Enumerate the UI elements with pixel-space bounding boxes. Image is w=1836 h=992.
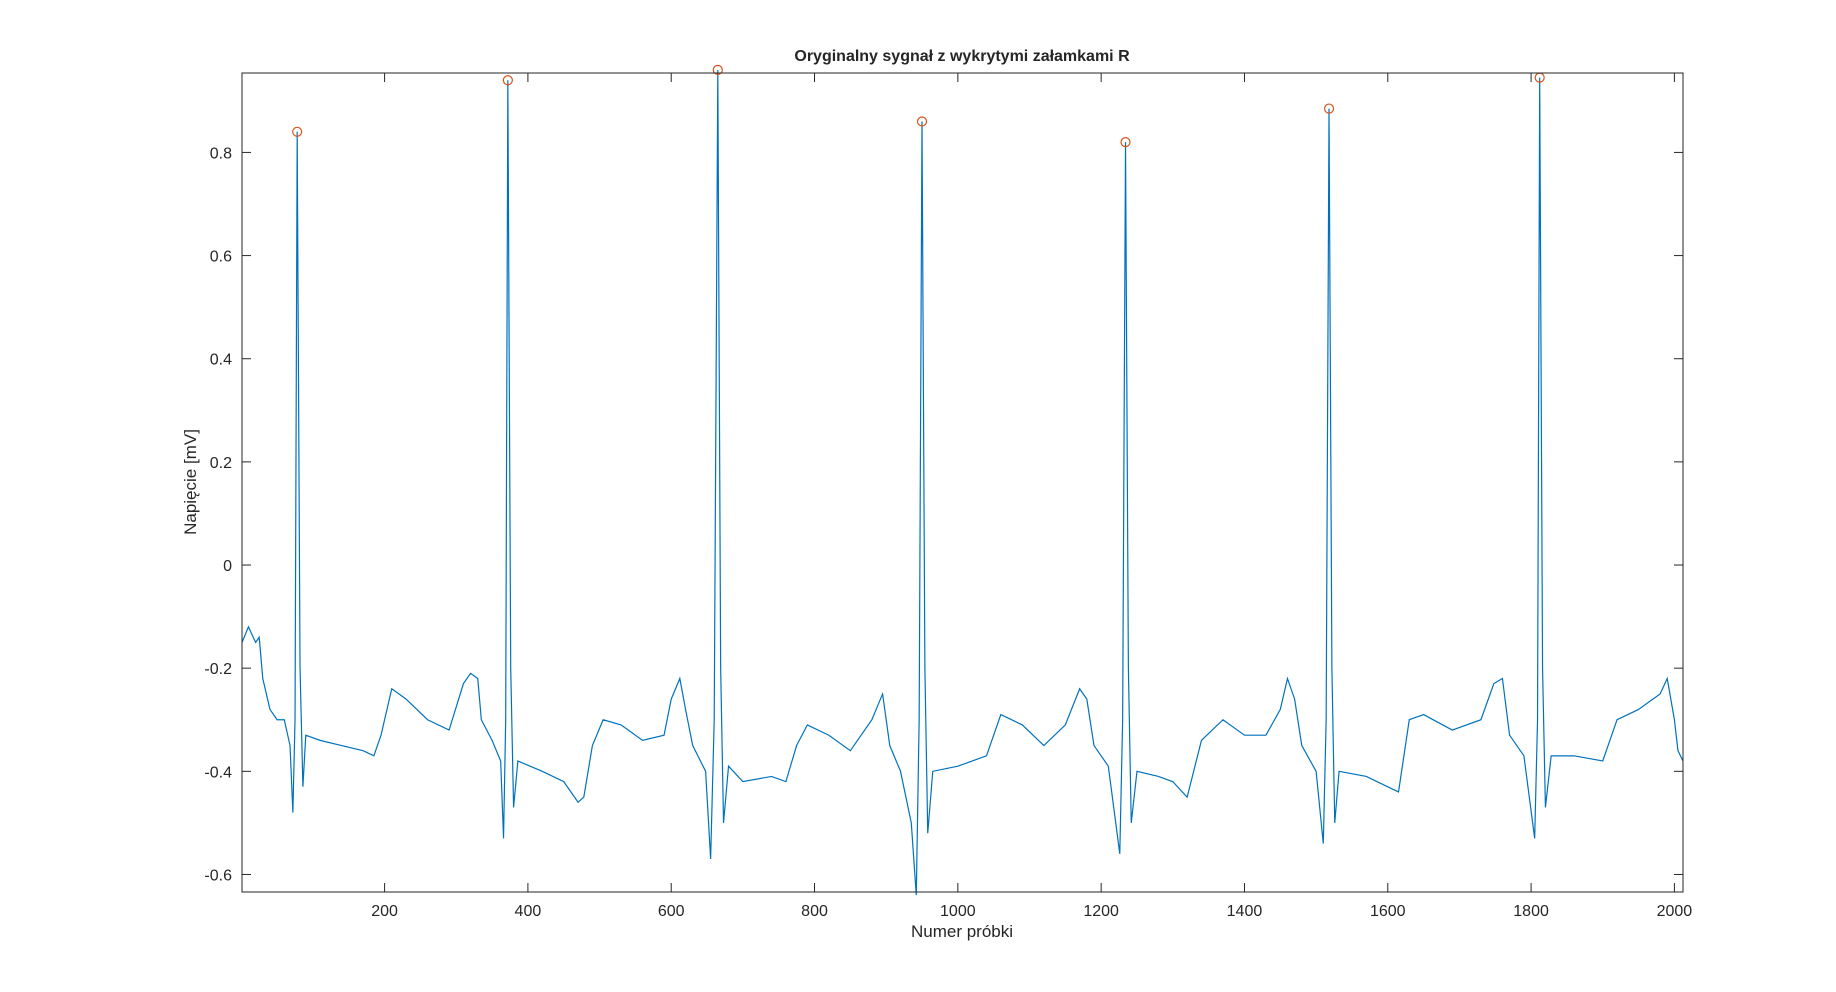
- r-peak-marker: [292, 126, 303, 137]
- x-tick-label: 1400: [1227, 903, 1263, 920]
- y-tick-label: -0.6: [204, 867, 232, 884]
- y-tick-label: -0.4: [204, 764, 232, 781]
- x-tick-label: 400: [515, 903, 542, 920]
- r-peak-marker: [712, 64, 723, 76]
- plot-area: [242, 73, 1683, 892]
- y-axis-label: Napięcie [mV]: [181, 429, 200, 535]
- y-tick-label: 0.4: [210, 352, 232, 369]
- chart-title: Oryginalny sygnał z wykrytymi załamkami …: [794, 48, 1130, 65]
- x-tick-label: 1200: [1083, 903, 1119, 920]
- x-tick-label: 1600: [1370, 903, 1406, 920]
- x-tick-label: 200: [371, 903, 398, 920]
- x-tick-label: 1000: [940, 903, 976, 920]
- signal-line: [241, 69, 1684, 896]
- r-peak-marker: [1120, 137, 1131, 148]
- axes-box: [241, 72, 1684, 893]
- x-tick-label: 2000: [1657, 903, 1693, 920]
- r-peak-marker: [916, 116, 928, 127]
- x-tick-label: 800: [801, 903, 828, 920]
- y-tick-label: 0: [223, 558, 232, 575]
- r-peak-marker: [1323, 103, 1335, 114]
- y-tick-label: -0.2: [204, 661, 232, 678]
- x-axis-label: Numer próbki: [911, 922, 1013, 941]
- y-tick-label: 0.6: [210, 249, 232, 266]
- x-tick-label: 600: [658, 903, 685, 920]
- y-tick-label: 0.8: [210, 145, 232, 162]
- y-tick-label: 0.2: [210, 455, 232, 472]
- r-peak-marker: [502, 75, 513, 86]
- x-tick-label: 1800: [1513, 903, 1549, 920]
